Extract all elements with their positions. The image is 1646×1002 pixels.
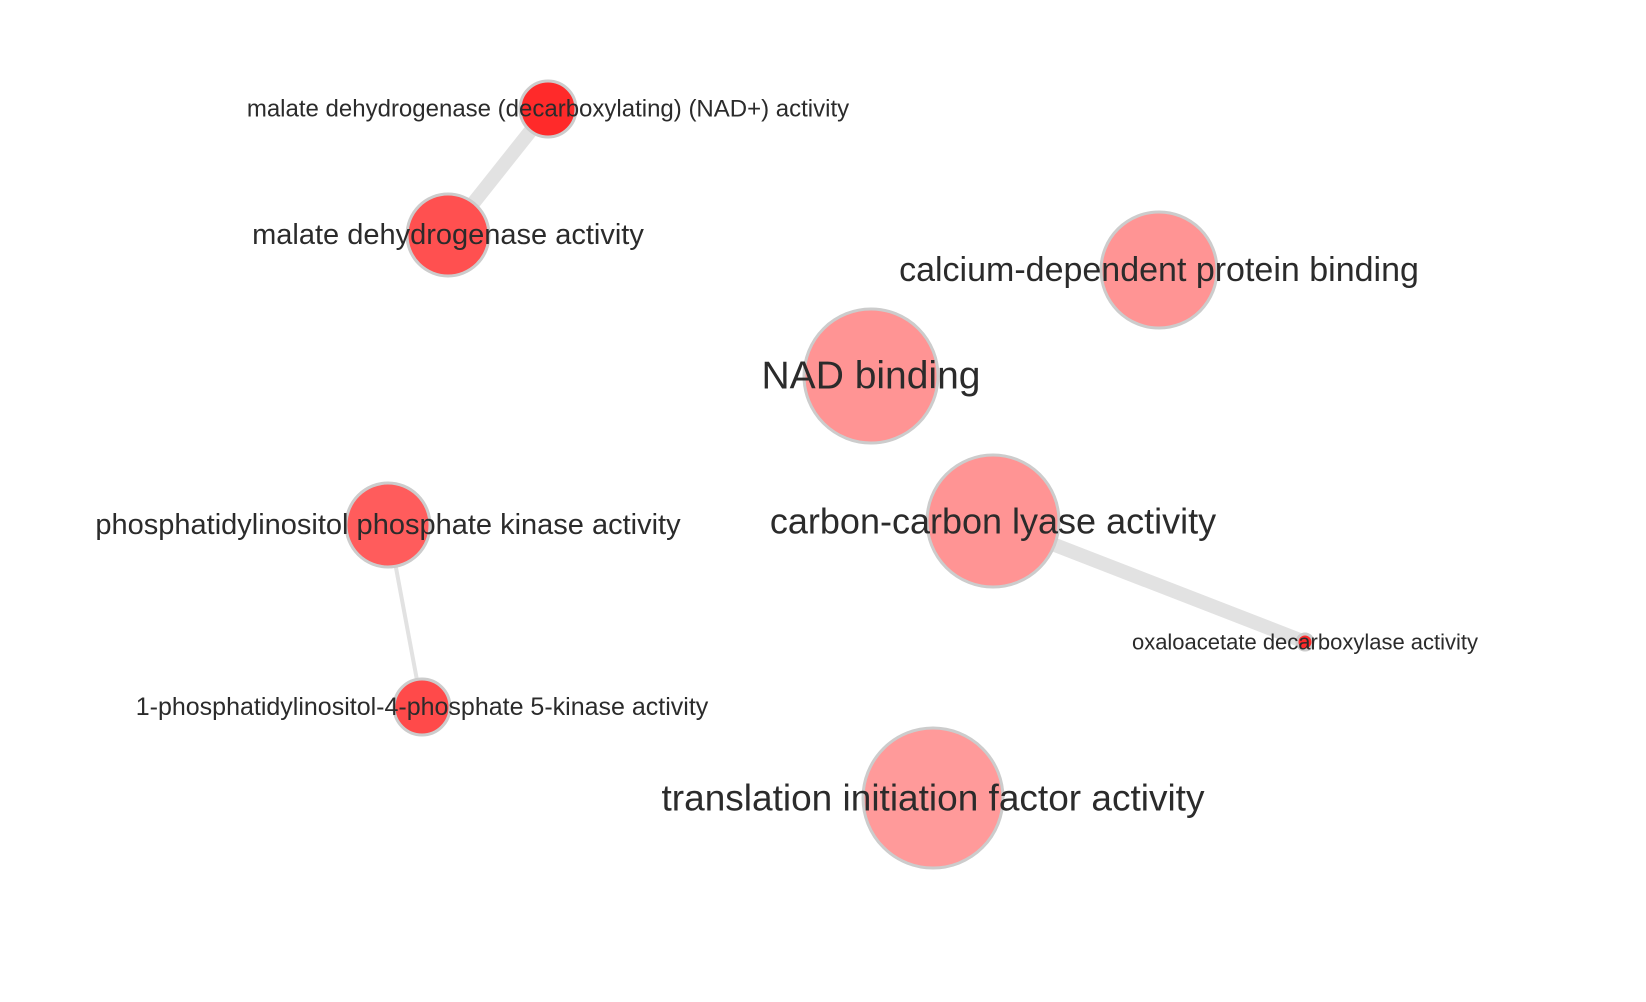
node-translation-initiation-factor[interactable] (861, 726, 1005, 870)
node-carbon-carbon-lyase[interactable] (925, 453, 1061, 589)
node-label-malate-dehydrogenase: malate dehydrogenase activity (252, 219, 644, 251)
labels-layer: malate dehydrogenase (decarboxylating) (… (95, 96, 1478, 819)
node-label-phosphatidylinositol-phosphate-kinase: phosphatidylinositol phosphate kinase ac… (95, 509, 681, 541)
node-label-nad-binding: NAD binding (762, 355, 981, 398)
node-calcium-dependent-protein-binding[interactable] (1099, 210, 1219, 330)
node-malate-dehydrogenase-decarboxylating-nad[interactable] (518, 79, 578, 139)
node-oxaloacetate-decarboxylase[interactable] (1295, 632, 1315, 652)
node-label-carbon-carbon-lyase: carbon-carbon lyase activity (770, 501, 1216, 542)
node-malate-dehydrogenase[interactable] (405, 192, 491, 278)
node-nad-binding[interactable] (802, 307, 940, 445)
node-label-1-phosphatidylinositol-4-phosphate-5-kinase: 1-phosphatidylinositol-4-phosphate 5-kin… (136, 693, 709, 721)
node-1-phosphatidylinositol-4-phosphate-5-kinase[interactable] (392, 677, 452, 737)
node-phosphatidylinositol-phosphate-kinase[interactable] (344, 481, 432, 569)
node-label-malate-dehydrogenase-decarboxylating-nad: malate dehydrogenase (decarboxylating) (… (247, 96, 849, 123)
nodes-layer (344, 79, 1315, 870)
node-label-calcium-dependent-protein-binding: calcium-dependent protein binding (899, 251, 1419, 289)
node-label-translation-initiation-factor: translation initiation factor activity (662, 778, 1205, 819)
node-label-oxaloacetate-decarboxylase: oxaloacetate decarboxylase activity (1132, 630, 1478, 655)
